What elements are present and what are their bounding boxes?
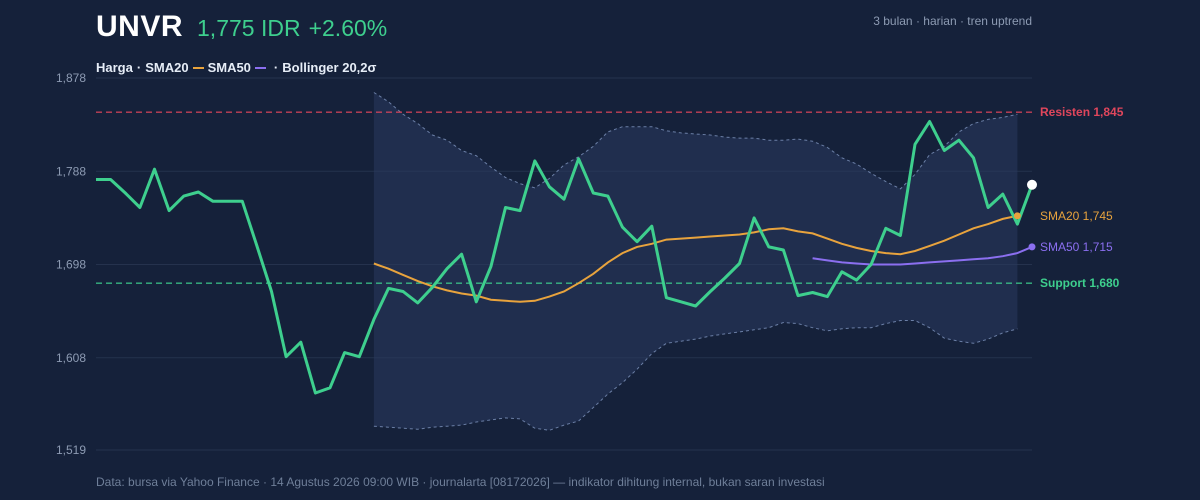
resisten-label: Resisten 1,845	[1040, 105, 1124, 119]
price-end-dot	[1027, 179, 1037, 190]
y-tick-label: 1,608	[56, 351, 86, 365]
footer-note: Data: bursa via Yahoo Finance · 14 Agust…	[96, 475, 825, 489]
labels: SMA20 1,745 SMA50 1,715	[1013, 179, 1113, 254]
legend-bollinger: Bollinger 20,2σ	[282, 60, 377, 75]
bollinger-lower-line	[373, 320, 1018, 431]
legend-sma50-swatch	[254, 66, 266, 69]
ticker-symbol: UNVR	[96, 10, 184, 43]
series-lines	[96, 120, 1034, 395]
price-change: +2.60%	[308, 15, 388, 41]
legend-sma20-swatch	[192, 66, 204, 69]
sma20-end-dot	[1013, 212, 1021, 220]
price-line	[96, 120, 1034, 395]
header: UNVR 1,775 IDR +2.60%	[96, 10, 395, 44]
sma20-end-label: SMA20 1,745	[1040, 209, 1113, 223]
y-tick-label: 1,698	[56, 258, 86, 272]
sma50-end-dot	[1028, 243, 1036, 251]
bollinger-band	[373, 92, 1018, 431]
levels: Resisten 1,845 Support 1,680	[96, 105, 1124, 290]
price-quote: 1,775 IDR +2.60%	[197, 15, 395, 42]
legend-sma50: SMA50	[207, 60, 251, 75]
sma50-line	[812, 245, 1033, 266]
legend-price: Harga	[96, 60, 133, 75]
sma20-line	[373, 214, 1018, 303]
legend: Harga · SMA20 SMA50 · Bollinger 20,2σ	[96, 60, 377, 75]
sma50-end-label: SMA50 1,715	[1040, 240, 1113, 254]
support-label: Support 1,680	[1040, 276, 1120, 290]
legend-sma20: SMA20	[145, 60, 189, 75]
last-price: 1,775 IDR	[197, 15, 301, 41]
y-tick-label: 1,878	[56, 71, 86, 85]
bollinger-fill	[373, 92, 1018, 431]
chart-meta: 3 bulan · harian · tren uptrend	[873, 14, 1032, 28]
y-tick-label: 1,519	[56, 443, 86, 457]
y-tick-label: 1,788	[56, 164, 86, 178]
